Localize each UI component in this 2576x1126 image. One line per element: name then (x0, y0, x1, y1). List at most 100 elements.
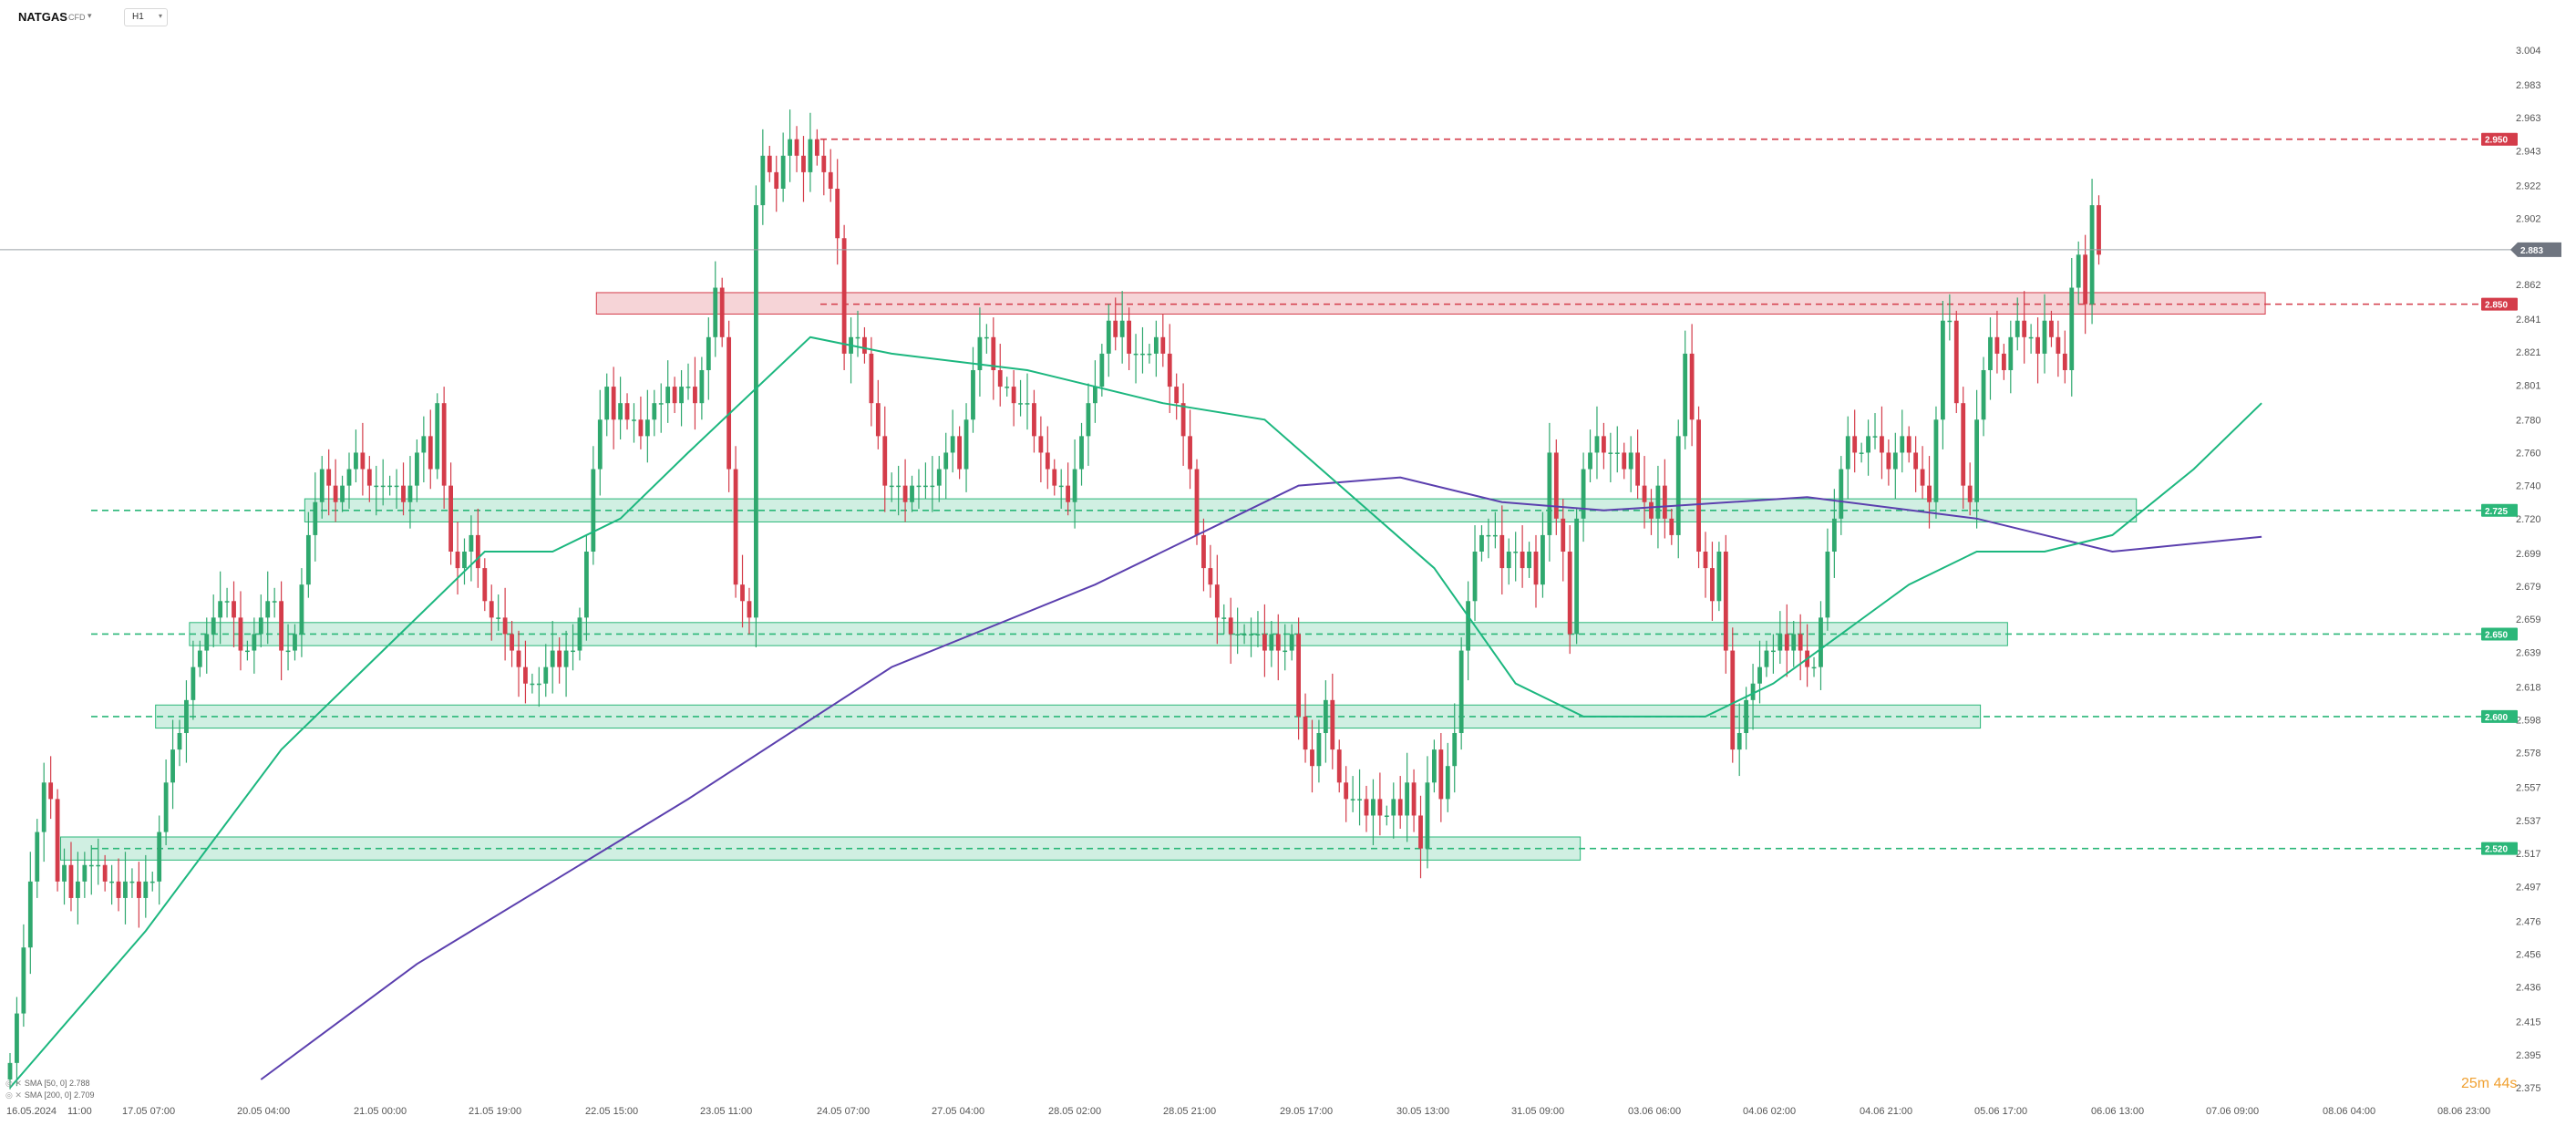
chart-toolbar: NATGAS CFD ▾ H1 ▾ (0, 0, 2576, 33)
candle-body (1208, 568, 1213, 585)
x-tick-label: 05.06 17:00 (1974, 1106, 2027, 1117)
candle-body (1961, 403, 1966, 486)
x-tick-label: 30.05 13:00 (1396, 1106, 1449, 1117)
candle-body (441, 403, 447, 486)
candle-body (1079, 436, 1084, 470)
symbol-dropdown-icon[interactable]: ▾ (88, 11, 92, 20)
eye-icon[interactable]: ◎ ✕ (5, 1079, 22, 1088)
candle-body (1941, 320, 1945, 420)
level-tag-label: 2.520 (2485, 845, 2508, 855)
y-tick-label: 2.983 (2516, 80, 2541, 91)
candle-body (611, 387, 616, 420)
candle-body (82, 864, 88, 882)
candle-body (2062, 353, 2067, 370)
last-price-tag (2510, 242, 2561, 257)
candle-body (1649, 501, 1654, 519)
candle-body (875, 403, 881, 437)
x-tick-label: 28.05 21:00 (1163, 1106, 1216, 1117)
candle-body (855, 336, 860, 339)
y-tick-label: 2.841 (2516, 315, 2541, 325)
sma50-line[interactable] (9, 336, 2262, 1089)
sma200-line[interactable] (260, 476, 2262, 1080)
candle-body (469, 534, 474, 553)
indicator-legend-sma200[interactable]: ◎ ✕ SMA [200, 0] 2.709 (5, 1090, 94, 1100)
candle-body (96, 864, 101, 867)
candle-body (862, 336, 867, 354)
indicator-legend-sma50[interactable]: ◎ ✕ SMA [50, 0] 2.788 (5, 1079, 89, 1089)
level-tag (2481, 627, 2518, 641)
x-tick-label: 31.05 09:00 (1511, 1106, 1564, 1117)
candle-body (1547, 452, 1552, 535)
candle-body (1825, 552, 1830, 618)
candle-body (1614, 452, 1620, 454)
candle-body (1819, 617, 1823, 667)
candle-body (129, 881, 135, 883)
candle-body (1771, 650, 1776, 653)
candle-body (950, 436, 955, 453)
candle-body (360, 452, 366, 470)
level-tag (2481, 503, 2518, 517)
candle-body (1602, 436, 1606, 453)
candle-body (346, 469, 352, 486)
candle-body (1093, 387, 1097, 404)
candle-body (1839, 469, 1844, 519)
candle-body (1479, 534, 1484, 553)
candle-body (123, 881, 128, 898)
candle-body (577, 617, 582, 651)
candle-body (1249, 634, 1253, 635)
candle-body (1364, 799, 1369, 816)
candle-body (1520, 552, 1525, 569)
candle-body (1153, 336, 1159, 354)
timeframe-select[interactable]: H1 ▾ (124, 8, 168, 26)
indicator-value: 2.788 (68, 1079, 90, 1088)
candle-body (1703, 552, 1708, 569)
candle-body (41, 782, 46, 832)
candle-body (1492, 534, 1498, 537)
candle-body (584, 552, 589, 618)
candle-body (1336, 749, 1342, 783)
x-tick-label: 17.05 07:00 (122, 1106, 175, 1117)
candle-body (1221, 617, 1227, 619)
candle-body (971, 369, 975, 420)
candle-body (1445, 766, 1450, 800)
level-tag (2481, 709, 2518, 723)
symbol-name[interactable]: NATGAS (18, 10, 67, 24)
x-tick-label: 03.06 06:00 (1628, 1106, 1681, 1117)
y-tick-label: 2.375 (2516, 1083, 2541, 1094)
candle-body (2069, 287, 2075, 370)
candle-body (963, 419, 969, 470)
y-tick-label: 2.557 (2516, 783, 2541, 794)
candle-body (1025, 403, 1030, 405)
candle-body (1310, 749, 1314, 767)
candle-body (149, 881, 155, 883)
candle-body (1188, 436, 1192, 470)
x-tick-label: 28.05 02:00 (1048, 1106, 1101, 1117)
candle-body (2042, 320, 2047, 354)
candle-body (76, 881, 80, 898)
candle-body (1974, 419, 1979, 502)
candle-body (116, 881, 121, 898)
level-tag (2481, 297, 2518, 311)
candle-body (1330, 699, 1335, 750)
candle-body (1038, 436, 1044, 453)
eye-icon[interactable]: ◎ ✕ (5, 1090, 22, 1100)
timeframe-value: H1 (132, 12, 144, 22)
candle-body (1377, 799, 1383, 816)
x-tick-label: 06.06 13:00 (2091, 1106, 2144, 1117)
candle-body (563, 650, 569, 667)
resistance-zone[interactable] (595, 292, 2266, 315)
candle-body (1513, 552, 1519, 553)
x-tick-label: 21.05 00:00 (354, 1106, 407, 1117)
candle-body (1113, 320, 1118, 337)
candle-body (747, 601, 752, 618)
candle-body (1988, 336, 1993, 370)
candle-body (1574, 518, 1580, 635)
candle-body (245, 650, 250, 653)
candle-body (1744, 699, 1749, 734)
candle-body (1397, 799, 1403, 816)
y-tick-label: 2.415 (2516, 1018, 2541, 1028)
candle-body (1418, 815, 1423, 849)
candle-body (530, 683, 535, 686)
candle-body (788, 139, 792, 156)
